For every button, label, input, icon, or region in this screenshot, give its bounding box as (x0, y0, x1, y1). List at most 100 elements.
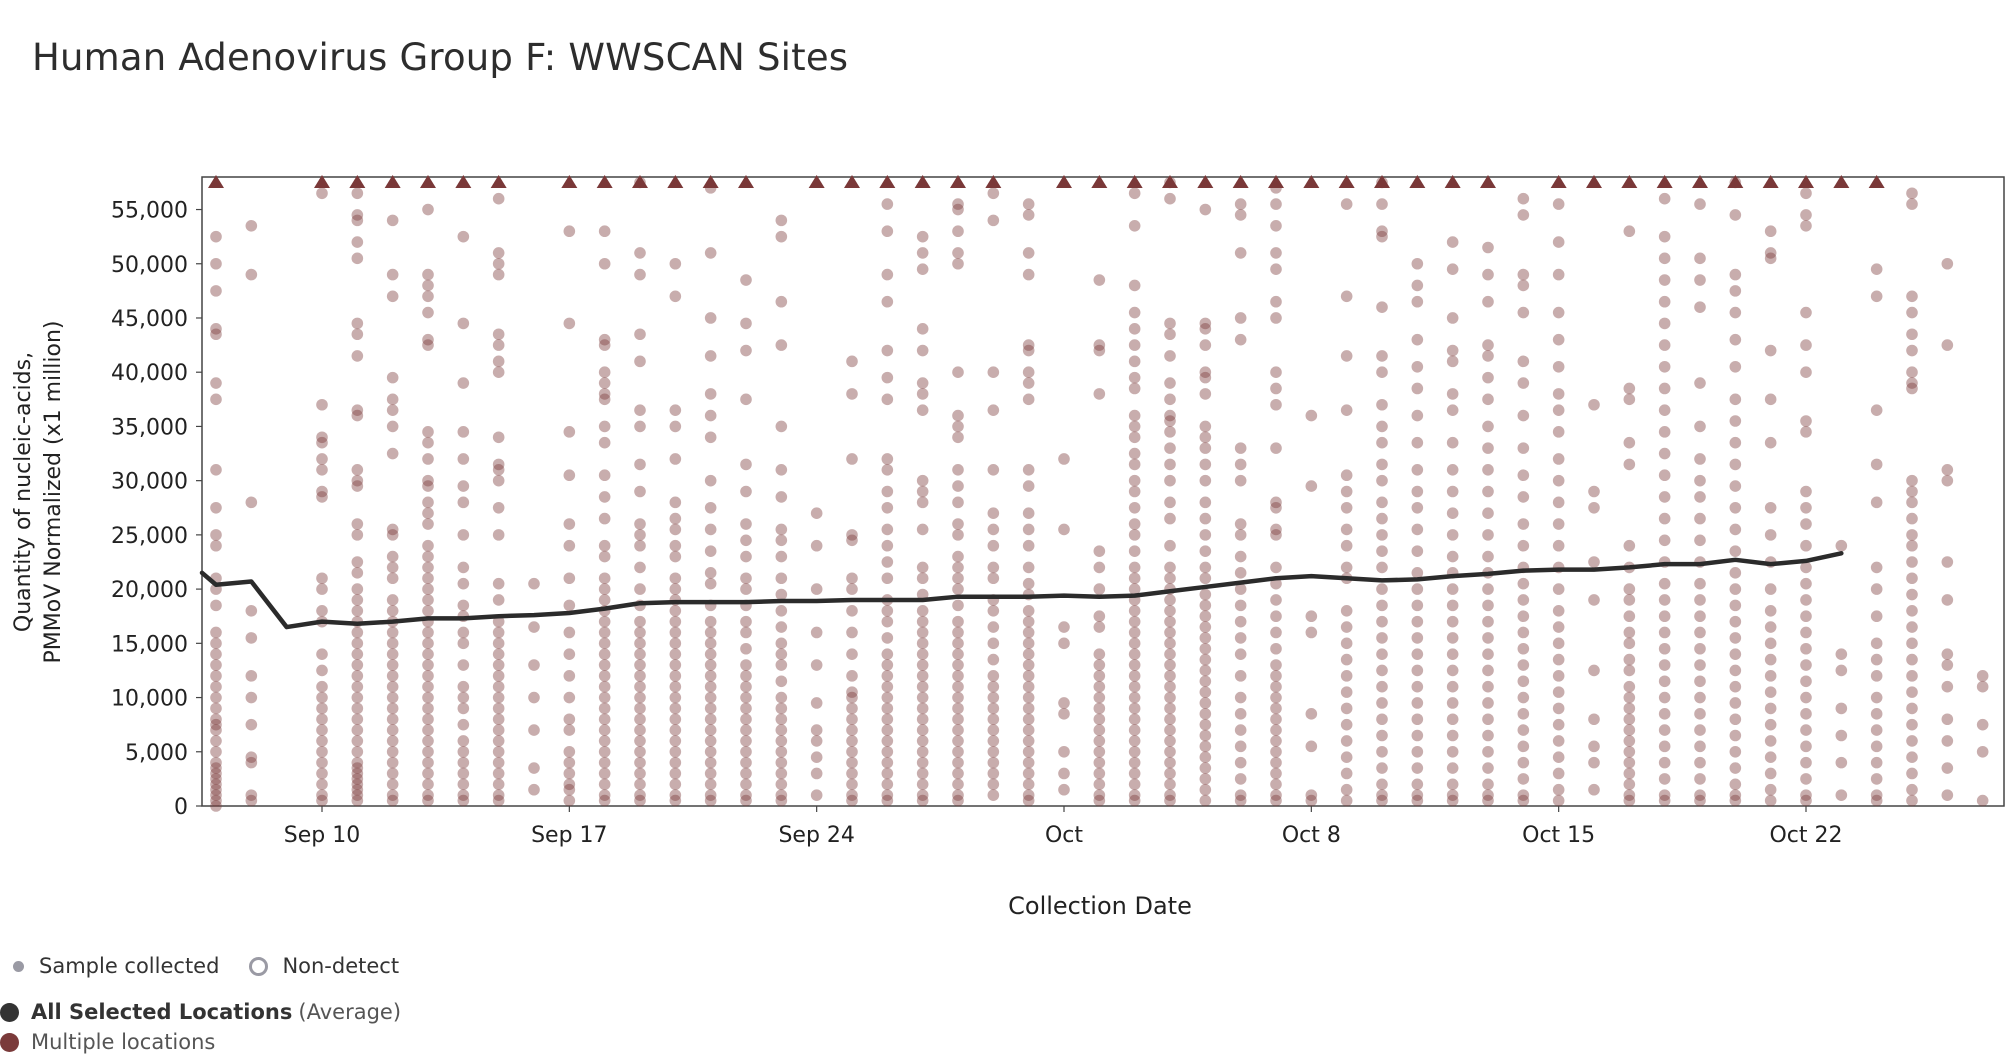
sample-point (1058, 637, 1070, 650)
x-tick-label: Oct 8 (1282, 823, 1341, 848)
sample-point (1376, 697, 1388, 709)
sample-point (1906, 539, 1918, 552)
sample-point (598, 512, 611, 525)
sample-point (881, 702, 894, 715)
sample-point (210, 713, 222, 726)
sample-point (598, 366, 611, 379)
sample-point (1800, 594, 1812, 606)
sample-point (457, 659, 470, 671)
chart-title: Human Adenovirus Group F: WWSCAN Sites (32, 36, 849, 79)
sample-point (1376, 729, 1388, 742)
sample-point (669, 735, 682, 747)
sample-point (1128, 778, 1141, 791)
sample-point (1411, 615, 1424, 628)
sample-point (1552, 735, 1565, 747)
sample-point (492, 702, 505, 715)
sample-point (952, 550, 964, 563)
sample-point (1446, 507, 1459, 519)
sample-point (422, 496, 434, 509)
sample-point (1446, 729, 1459, 742)
off-scale-marker (844, 175, 860, 188)
off-scale-marker (1232, 175, 1249, 188)
sample-point (1870, 691, 1883, 704)
sample-point (210, 745, 222, 758)
sample-point (598, 436, 611, 449)
sample-point (1552, 583, 1565, 595)
sample-point (1658, 724, 1671, 736)
y-tick-label: 30,000 (111, 470, 188, 495)
sample-point (1729, 789, 1742, 801)
sample-point (1270, 713, 1282, 726)
sample-point (1764, 501, 1777, 514)
sample-point (1128, 279, 1141, 292)
sample-point (1199, 317, 1212, 330)
y-tick-label: 55,000 (111, 199, 188, 224)
sample-point (457, 626, 470, 639)
sample-point (210, 724, 222, 736)
sample-point (386, 767, 399, 780)
sample-point (1517, 409, 1530, 422)
sample-point (1128, 745, 1141, 758)
sample-point (316, 485, 328, 498)
sample-point (1870, 290, 1883, 303)
sample-point (1199, 599, 1212, 612)
sample-point (1376, 615, 1388, 628)
sample-point (1093, 561, 1106, 574)
sample-point (952, 789, 964, 801)
sample-point (1270, 691, 1282, 704)
sample-point (457, 453, 470, 465)
sample-point (987, 713, 1000, 726)
sample-point (528, 762, 540, 774)
sample-point (1376, 713, 1388, 726)
sample-point (669, 680, 682, 693)
legend-row-multiple[interactable]: Multiple locations (0, 1030, 215, 1054)
sample-point (1446, 762, 1459, 774)
sample-point (457, 778, 470, 791)
sample-point (386, 735, 399, 747)
sample-point (775, 420, 788, 433)
sample-point (1835, 756, 1848, 769)
sample-point (846, 529, 858, 541)
sample-point (952, 366, 964, 379)
sample-point (1446, 550, 1459, 563)
sample-point (1128, 420, 1141, 433)
sample-point (1340, 794, 1353, 807)
y-tick-label: 15,000 (111, 632, 188, 657)
sample-point (1199, 529, 1212, 541)
sample-point (1906, 290, 1918, 303)
sample-point (1446, 599, 1459, 612)
sample-point (1128, 659, 1141, 671)
non-detect-ring-icon (249, 956, 269, 976)
sample-point (1022, 377, 1035, 389)
sample-point (1658, 426, 1671, 438)
sample-point (492, 648, 505, 660)
sample-point (1234, 724, 1247, 736)
sample-point (1729, 745, 1742, 758)
sample-point (1800, 626, 1812, 639)
sample-point (1164, 442, 1176, 454)
sample-point (1764, 653, 1777, 666)
sample-point (563, 767, 576, 780)
sample-point (422, 767, 434, 780)
sample-point (1128, 572, 1141, 585)
sample-point (916, 670, 929, 682)
sample-point (740, 642, 752, 655)
sample-point (1800, 209, 1812, 221)
all-selected-dot-icon (0, 1002, 19, 1022)
sample-point (1764, 702, 1777, 715)
sample-point (1446, 664, 1459, 677)
sample-point (316, 680, 328, 693)
sample-point (1729, 285, 1742, 297)
sample-point (1517, 469, 1530, 482)
sample-point (1517, 209, 1530, 221)
sample-point (1340, 485, 1353, 498)
sample-point (351, 789, 364, 801)
sample-point (1128, 637, 1141, 650)
sample-point (563, 539, 576, 552)
off-scale-marker (667, 175, 684, 188)
legend-row-average[interactable]: All Selected Locations (Average) (0, 1000, 401, 1024)
sample-point (1411, 436, 1424, 449)
sample-point (1764, 225, 1777, 238)
sample-point (669, 290, 682, 303)
sample-point (1517, 306, 1530, 319)
